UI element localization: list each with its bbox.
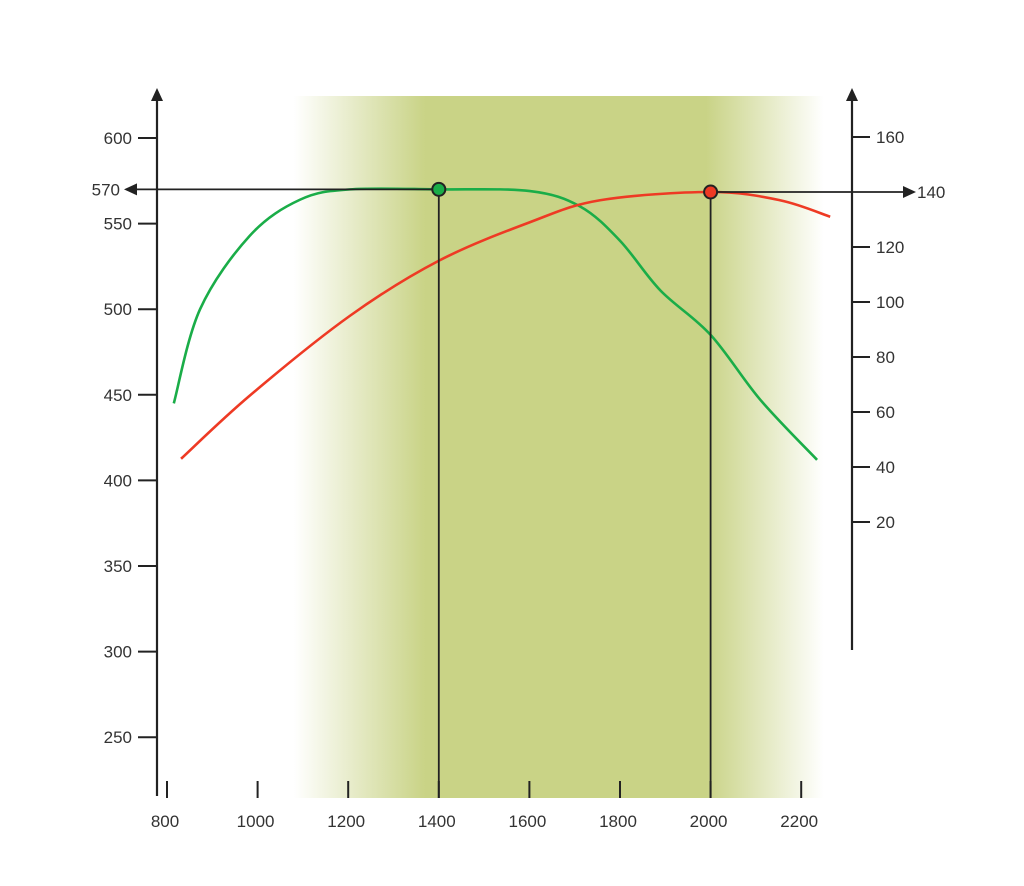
x-axis-tick-label: 2200 (780, 812, 818, 831)
right-axis-tick-label: 160 (876, 128, 904, 147)
left-axis-tick-label: 500 (104, 300, 132, 319)
left-axis-tick-label: 550 (104, 215, 132, 234)
right-axis-tick-label: 20 (876, 513, 895, 532)
data-point-marker (703, 184, 719, 200)
right-axis-tick-label: 80 (876, 348, 895, 367)
x-axis-tick-label: 1400 (418, 812, 456, 831)
red-series-line (180, 190, 831, 460)
right-axis-tick-label: 120 (876, 238, 904, 257)
x-axis-tick-label: 1200 (327, 812, 365, 831)
right-axis-tick-label: 100 (876, 293, 904, 312)
right-axis-tick-label: 60 (876, 403, 895, 422)
arrow-left-icon (124, 183, 137, 196)
x-axis-tick-label: 1800 (599, 812, 637, 831)
highlight-band (293, 96, 824, 798)
left-axis-arrow-icon (151, 88, 163, 101)
x-axis-tick-label: 1600 (508, 812, 546, 831)
x-axis-tick-label: 1000 (237, 812, 275, 831)
x-axis-tick-label: 800 (151, 812, 179, 831)
left-axis-tick-label: 350 (104, 557, 132, 576)
green-series-line (172, 187, 818, 461)
left-axis-tick-label: 300 (104, 643, 132, 662)
left-axis-tick-label: 400 (104, 471, 132, 490)
annotation-label: 570 (92, 180, 120, 199)
right-axis-arrow-icon (846, 88, 858, 101)
arrow-right-icon (903, 186, 916, 198)
annotation-label: 140 (917, 183, 945, 202)
data-point-marker (431, 181, 447, 197)
right-axis-tick-label: 40 (876, 458, 895, 477)
left-axis-tick-label: 450 (104, 386, 132, 405)
x-axis-tick-label: 2000 (690, 812, 728, 831)
left-axis-tick-label: 250 (104, 728, 132, 747)
left-axis-tick-label: 600 (104, 129, 132, 148)
